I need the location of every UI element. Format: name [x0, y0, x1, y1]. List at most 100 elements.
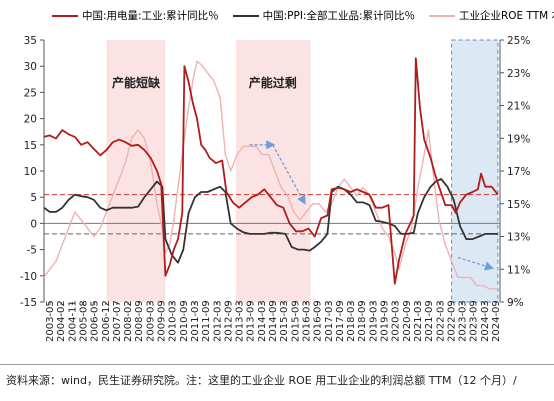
x-tick-group: 2011-03: [190, 300, 201, 342]
x-tick-group: 2005-08: [78, 300, 89, 342]
x-tick-label: 2020-09: [402, 300, 413, 342]
x-tick-group: 2013-03: [235, 300, 246, 342]
x-tick-group: 2009-09: [157, 300, 168, 342]
x-tick-group: 2008-02: [123, 300, 134, 342]
x-tick-group: 2010-03: [168, 300, 179, 342]
x-tick-label: 2006-05: [90, 300, 101, 342]
legend-label-power: 中国:用电量:工业:累计同比％: [82, 10, 219, 22]
legend-item-ppi: 中国:PPI:全部工业品:累计同比％: [232, 8, 415, 23]
x-tick-group: 2012-09: [223, 300, 234, 342]
x-tick-group: 2014-03: [257, 300, 268, 342]
y-left-tick-label: 5: [30, 192, 37, 204]
x-tick-label: 2009-03: [145, 300, 156, 342]
x-tick-group: 2024-03: [480, 300, 491, 342]
annotation-1: 产能过剩: [249, 75, 297, 90]
x-tick-group: 2003-05: [45, 300, 56, 342]
x-tick-group: 2009-03: [145, 300, 156, 342]
x-tick-group: 2004-11: [67, 300, 78, 342]
series-line-0: [43, 57, 499, 285]
x-tick-label: 2010-09: [179, 300, 190, 342]
x-tick-label: 2017-03: [324, 300, 335, 342]
x-tick-group: 2023-09: [469, 300, 480, 342]
y-right-tick-label: 21%: [507, 101, 530, 113]
x-tick-group: 2014-09: [268, 300, 279, 342]
shaded-region-1: [235, 40, 311, 302]
x-tick-group: 2007-07: [112, 300, 123, 342]
x-tick-group: 2006-05: [90, 300, 101, 342]
y-right-tick-label: 17%: [507, 166, 530, 178]
series-line-2: [43, 60, 498, 290]
arrow-1: [272, 144, 306, 205]
x-tick-group: 2010-09: [179, 300, 190, 342]
x-tick-group: 2013-09: [246, 300, 257, 342]
arrow-2: [457, 256, 495, 271]
y-left-tick-label: -5: [27, 245, 37, 257]
legend-item-roe: 工业企业ROE TTM 右: [429, 8, 554, 23]
x-tick-group: 2019-03: [368, 300, 379, 342]
x-tick-label: 2009-09: [157, 300, 168, 342]
x-tick-label: 2017-09: [335, 300, 346, 342]
x-tick-label: 2024-09: [491, 300, 502, 342]
legend-swatch-roe: [429, 14, 455, 17]
y-left-tick-label: 10: [24, 166, 37, 178]
legend-label-ppi: 中国:PPI:全部工业品:累计同比％: [262, 10, 415, 22]
x-tick-label: 2019-03: [368, 300, 379, 342]
x-tick-group: 2021-09: [424, 300, 435, 342]
chart-svg: -15 -10 -5 0 5 10 15 20 25 30 35 9% 11% 13% 15% 17% 19% 2…: [20, 35, 531, 342]
x-tick-label: 2005-08: [78, 300, 89, 342]
x-tick-label: 2007-07: [112, 300, 123, 342]
x-tick-group: 2024-09: [491, 300, 502, 342]
x-tick-label: 2019-09: [380, 300, 391, 342]
y-left-tick-label: 0: [30, 218, 37, 230]
y-right-tick-label: 11%: [507, 264, 530, 276]
y-left-tick-label: -15: [20, 297, 37, 309]
y-left-tick-label: 15: [24, 140, 37, 152]
x-tick-label: 2014-03: [257, 300, 268, 342]
y-right-tick-label: 15%: [507, 199, 530, 211]
y-right-tick-label: 19%: [507, 133, 530, 145]
x-tick-label: 2013-03: [235, 300, 246, 342]
legend-swatch-power: [52, 14, 78, 17]
y-left-tick-label: -10: [20, 271, 37, 283]
x-tick-label: 2021-03: [413, 300, 424, 342]
x-tick-label: 2024-03: [480, 300, 491, 342]
x-tick-group: 2023-03: [458, 300, 469, 342]
y-right-tick-label: 13%: [507, 232, 530, 244]
x-tick-label: 2003-05: [45, 300, 56, 342]
x-tick-group: 2015-03: [279, 300, 290, 342]
legend-label-roe: 工业企业ROE TTM 右: [459, 10, 554, 22]
x-tick-label: 2014-09: [268, 300, 279, 342]
x-tick-label: 2022-03: [435, 300, 446, 342]
x-tick-group: 2016-03: [301, 300, 312, 342]
x-tick-label: 2016-09: [313, 300, 324, 342]
divider: [0, 364, 554, 365]
x-tick-group: 2022-03: [435, 300, 446, 342]
x-tick-group: 2022-09: [446, 300, 457, 342]
x-tick-label: 2008-02: [123, 300, 134, 342]
x-tick-group: 2020-09: [402, 300, 413, 342]
x-tick-group: 2017-03: [324, 300, 335, 342]
x-tick-group: 2018-03: [346, 300, 357, 342]
x-tick-label: 2011-03: [190, 300, 201, 342]
x-tick-label: 2022-09: [446, 300, 457, 342]
annotation-0: 产能短缺: [112, 75, 161, 90]
x-tick-label: 2006-12: [101, 300, 112, 342]
y-right-tick-label: 9%: [507, 297, 524, 309]
x-tick-group: 2016-09: [313, 300, 324, 342]
x-tick-label: 2004-11: [67, 300, 78, 342]
y-right-tick-label: 23%: [507, 68, 530, 80]
legend-item-power: 中国:用电量:工业:累计同比％: [52, 8, 219, 23]
y-left-tick-label: 35: [24, 35, 37, 47]
x-tick-label: 2012-03: [212, 300, 223, 342]
x-tick-label: 2021-09: [424, 300, 435, 342]
x-tick-label: 2013-09: [246, 300, 257, 342]
x-tick-group: 2015-09: [290, 300, 301, 342]
x-tick-label: 2023-09: [469, 300, 480, 342]
legend: 中国:用电量:工业:累计同比％ 中国:PPI:全部工业品:累计同比％ 工业企业R…: [52, 8, 554, 23]
highlight-box-border: [451, 39, 499, 303]
y-left-tick-label: 30: [24, 61, 37, 73]
x-tick-group: 2019-09: [380, 300, 391, 342]
y-left-tick-label: 25: [24, 87, 37, 99]
x-tick-group: 2017-09: [335, 300, 346, 342]
series-line-1: [43, 178, 498, 264]
